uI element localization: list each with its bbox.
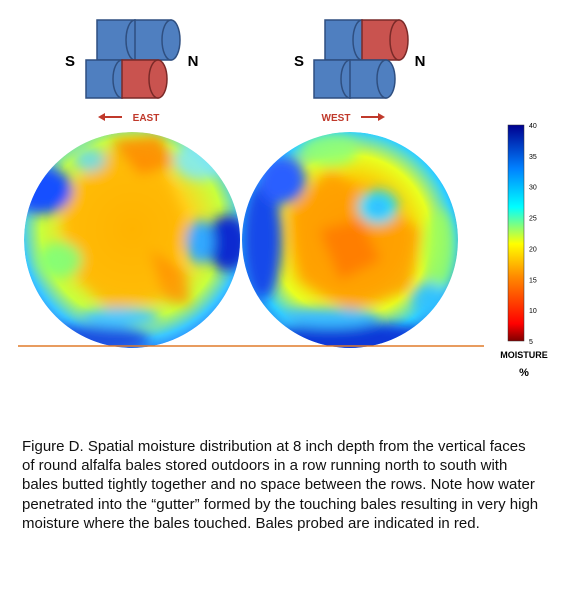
colorbar-tick-label: 25 xyxy=(529,216,537,223)
right-bale-moisture-map xyxy=(242,132,458,348)
bale-left-top-2 xyxy=(134,19,181,61)
colorbar-tick-label: 30 xyxy=(529,185,537,192)
bale-right-bottom-2 xyxy=(349,59,396,99)
figure-caption: Figure D. Spatial moisture distribution … xyxy=(22,438,539,532)
colorbar-tick-label: 20 xyxy=(529,246,537,253)
east-arrow xyxy=(98,113,122,121)
bale-right-top-2-probed xyxy=(361,19,409,61)
left-bale-moisture-map xyxy=(24,132,240,348)
bale-left-bottom-2-probed xyxy=(121,59,168,99)
colorbar-label-line2: % xyxy=(519,367,529,379)
right-south-label: S xyxy=(294,53,304,70)
east-label: EAST xyxy=(133,113,160,124)
figure-diagram: S N EAST S N xyxy=(18,19,548,379)
west-label: WEST xyxy=(322,113,351,124)
west-arrow xyxy=(361,113,385,121)
left-south-label: S xyxy=(65,53,75,70)
right-bale-group: S N WEST xyxy=(294,19,426,124)
colorbar-gradient xyxy=(507,124,525,342)
colorbar-tick-label: 35 xyxy=(529,154,537,161)
colorbar-tick-label: 15 xyxy=(529,277,537,284)
colorbar-tick-label: 10 xyxy=(529,308,537,315)
left-north-label: N xyxy=(188,53,199,70)
colorbar-tick-label: 40 xyxy=(529,123,537,130)
colorbar-label-line1: MOISTURE xyxy=(500,350,548,360)
left-bale-group: S N EAST xyxy=(65,19,199,124)
colorbar-tick-label: 5 xyxy=(529,339,533,346)
moisture-colorbar: 40 35 30 25 20 15 10 5 MOISTURE % xyxy=(500,123,548,379)
right-north-label: N xyxy=(415,53,426,70)
